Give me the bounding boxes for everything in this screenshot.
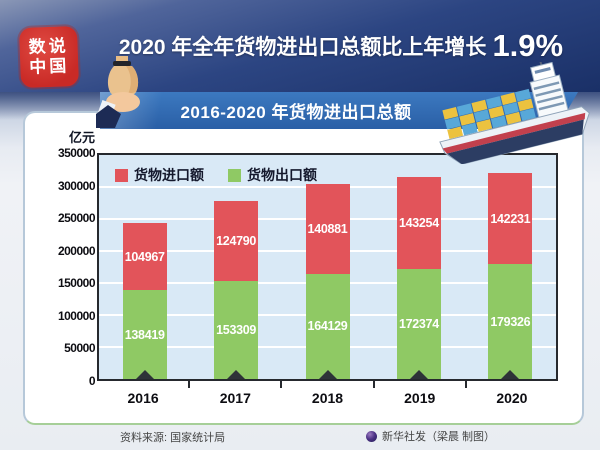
bar-segment: 138419 <box>122 290 167 379</box>
container-box <box>486 96 502 109</box>
bar-segment: 142231 <box>488 173 533 265</box>
y-tick-label: 350000 <box>57 146 96 160</box>
bar-slot-2017: 124790 153309 <box>190 155 281 379</box>
x-axis-labels: 2016 2017 2018 2019 2020 <box>97 390 558 406</box>
bar-value-label: 153309 <box>216 322 257 337</box>
axis-triangle-marker <box>135 370 154 379</box>
bar-value-label: 164129 <box>307 319 348 334</box>
bar-segment: 164129 <box>305 273 350 379</box>
credit-note: 新华社发（梁晨 制图） <box>366 428 495 444</box>
stacked-bar-2017: 124790 153309 <box>214 155 259 379</box>
container-box <box>444 116 461 130</box>
y-tick-label: 0 <box>88 374 96 388</box>
x-axis-label: 2019 <box>404 390 436 406</box>
x-axis-label: 2020 <box>496 390 528 406</box>
container-box <box>473 109 490 123</box>
container-box <box>517 98 534 112</box>
bar-value-label: 172374 <box>398 316 439 331</box>
bar-slot-2019: 143254 172374 <box>373 155 464 379</box>
chart-title: 2016-2020 年货物进出口总额 <box>180 103 412 122</box>
container-box <box>459 113 476 126</box>
bar-segment: 179326 <box>488 264 533 379</box>
container-box <box>500 92 517 106</box>
legend: 货物进口额 货物出口额 <box>115 165 317 185</box>
axis-triangle-marker <box>501 370 520 379</box>
hand-holding-goods-illustration <box>96 56 140 128</box>
x-axis-tick <box>188 381 191 388</box>
bar-segment: 124790 <box>214 201 259 281</box>
y-tick-label: 300000 <box>57 178 96 193</box>
legend-item: 货物出口额 <box>228 165 317 185</box>
container-box <box>447 126 464 140</box>
seal-text-line2: 中国 <box>29 56 70 77</box>
cargo-ship-illustration <box>439 62 590 164</box>
x-axis-tick <box>464 381 467 388</box>
bar-value-label: 142231 <box>490 211 531 226</box>
x-axis-label: 2016 <box>127 390 159 406</box>
y-axis-unit-label: 亿元 <box>68 130 95 145</box>
data-source-note: 资料来源: 国家统计局 <box>120 432 226 444</box>
bar-value-label: 104967 <box>124 249 165 264</box>
y-tick-label: 200000 <box>57 243 96 258</box>
axis-triangle-marker <box>409 370 428 379</box>
container-box <box>490 115 507 129</box>
container-box <box>488 105 505 119</box>
container-box <box>503 102 519 115</box>
legend-item: 货物进口额 <box>115 165 204 185</box>
page-title-percentage: 1.9% <box>492 28 564 63</box>
y-tick-label: 50000 <box>64 341 95 356</box>
x-axis-label: 2018 <box>311 390 344 406</box>
container-box <box>519 108 536 121</box>
bar-segment: 153309 <box>214 280 259 379</box>
stacked-bar-2018: 140881 164129 <box>305 155 350 379</box>
x-axis-label: 2017 <box>219 390 251 406</box>
container-box <box>442 107 459 120</box>
y-axis: 350000 300000 250000 200000 150000 100000 5000… <box>35 146 96 388</box>
legend-swatch <box>115 168 128 182</box>
container-box <box>505 111 522 125</box>
axis-triangle-marker <box>227 370 246 379</box>
bar-value-label: 138419 <box>124 327 165 342</box>
container-box <box>476 119 493 132</box>
bar-segment: 172374 <box>396 268 441 379</box>
xinhua-logo-icon <box>366 430 377 442</box>
y-tick-label: 150000 <box>57 276 96 291</box>
legend-label: 货物进口额 <box>134 167 204 183</box>
bar-value-label: 179326 <box>490 314 531 329</box>
page-title-text: 2020 年全年货物进出口总额比上年增长 <box>118 36 487 59</box>
container-box <box>456 103 473 116</box>
container-box <box>461 122 478 136</box>
x-axis-tick <box>372 381 375 388</box>
bar-slot-2018: 140881 164129 <box>282 155 373 379</box>
container-box <box>515 88 532 102</box>
chart-panel: 亿元 350000 300000 250000 200000 150000 100000 5… <box>23 111 584 425</box>
stacked-bar-2019: 143254 172374 <box>396 155 441 379</box>
seal-text-line1: 数说 <box>28 35 69 57</box>
plot-area: 货物进口额 货物出口额 104967 138419 124790 153309 14088… <box>97 153 558 381</box>
credit-text: 新华社发（梁晨 制图） <box>382 431 496 443</box>
legend-label: 货物出口额 <box>247 167 317 183</box>
x-axis-tick <box>280 381 283 388</box>
stacked-bar-2016: 104967 138419 <box>122 155 167 379</box>
bar-slot-2020: 142231 179326 <box>465 155 556 379</box>
x-axis-ticks <box>97 381 558 389</box>
bar-value-label: 140881 <box>307 221 348 236</box>
bar-value-label: 124790 <box>216 233 257 248</box>
legend-swatch <box>228 168 241 182</box>
bar-slot-2016: 104967 138419 <box>99 155 190 379</box>
bars-layer: 104967 138419 124790 153309 140881 164129 1432… <box>99 155 556 379</box>
page-title: 2020 年全年货物进出口总额比上年增长 1.9% <box>86 0 596 92</box>
bar-segment: 140881 <box>305 183 350 274</box>
axis-triangle-marker <box>318 370 337 379</box>
bar-segment: 143254 <box>396 177 441 269</box>
y-tick-label: 250000 <box>57 211 96 226</box>
stacked-bar-2020: 142231 179326 <box>488 155 533 379</box>
y-tick-label: 100000 <box>57 308 96 323</box>
bar-value-label: 143254 <box>398 215 439 230</box>
shuoshuo-zhongguo-seal-logo: 数说 中国 <box>18 26 80 88</box>
container-box <box>471 99 488 113</box>
bar-segment: 104967 <box>122 223 167 291</box>
header-banner <box>0 0 600 92</box>
